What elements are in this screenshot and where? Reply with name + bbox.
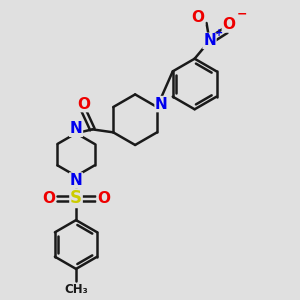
Text: O: O [222, 17, 235, 32]
Text: O: O [42, 191, 55, 206]
Text: N: N [70, 121, 83, 136]
Text: −: − [236, 8, 247, 21]
Text: S: S [70, 189, 82, 207]
Text: O: O [97, 191, 110, 206]
Text: CH₃: CH₃ [64, 283, 88, 296]
Text: N: N [203, 33, 216, 48]
Text: N: N [70, 173, 83, 188]
Text: +: + [215, 28, 223, 38]
Text: O: O [77, 97, 90, 112]
Text: N: N [155, 97, 168, 112]
Text: O: O [192, 10, 205, 25]
